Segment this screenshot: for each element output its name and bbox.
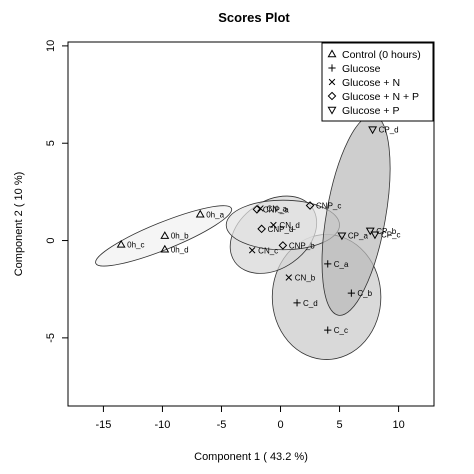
point-label-cp-d: CP_d <box>379 126 399 135</box>
legend-marker-5 <box>327 106 337 115</box>
y-tick-label: 10 <box>45 40 57 52</box>
point-label-0h-a: 0h_a <box>206 210 224 219</box>
x-tick-label: -5 <box>217 419 227 431</box>
point-cnp-d <box>257 224 266 234</box>
point-0h-a <box>195 209 205 218</box>
legend-marker-4 <box>327 91 337 101</box>
legend-label: Glucose + P <box>342 105 400 117</box>
plot-area-border <box>67 41 435 407</box>
point-label-cnp-c: CNP_c <box>316 202 341 211</box>
point-cn-a <box>257 205 264 212</box>
x-tick-label: 5 <box>336 419 342 431</box>
point-cn-c <box>248 247 256 254</box>
y-axis-label: Component 2 ( 10 %) <box>13 172 25 277</box>
point-c-d <box>293 299 301 307</box>
point-c-c <box>324 326 332 334</box>
legend-label: Glucose + N <box>342 77 400 89</box>
point-label-cnp-b: CNP_b <box>289 241 315 250</box>
point-label-c-d: C_d <box>303 299 318 308</box>
axes: -15 -10 -5 0 5 10 -5 0 5 10 <box>45 40 405 431</box>
point-label-cn-b: CN_b <box>295 274 316 283</box>
y-tick-label: 5 <box>45 140 57 146</box>
point-label-0h-c: 0h_c <box>127 240 144 249</box>
point-cp-d <box>368 126 378 135</box>
point-cnp-a <box>252 205 262 214</box>
legend-label: Glucose <box>342 63 381 75</box>
point-c-a <box>324 260 332 268</box>
point-label-cp-a: CP_a <box>348 232 369 241</box>
x-tick-label: 0 <box>277 419 283 431</box>
chart-title: Scores Plot <box>218 10 290 25</box>
point-cn-d <box>270 221 277 229</box>
point-label-0h-b: 0h_b <box>171 232 189 241</box>
y-tick-label: -5 <box>45 333 57 343</box>
point-0h-c <box>116 239 126 248</box>
point-label-c-c: C_c <box>334 326 348 335</box>
legend-marker-1 <box>327 49 337 58</box>
point-label-c-a: C_a <box>334 260 349 269</box>
x-tick-label: -15 <box>95 419 111 431</box>
point-0h-d <box>160 244 170 253</box>
point-cn-b <box>285 274 293 281</box>
point-label-cnp-a: CNP_a <box>263 205 289 214</box>
point-0h-b <box>160 231 170 239</box>
point-cp-c <box>370 231 380 240</box>
point-label-cp-b: CP_b <box>376 227 397 236</box>
x-tick-label: -10 <box>154 419 170 431</box>
point-label-cnp-d: CNP_d <box>268 225 294 234</box>
point-label-0h-d: 0h_d <box>171 245 189 254</box>
point-label-cn-a: CN_a <box>266 204 287 213</box>
legend-box <box>321 42 434 122</box>
legend-marker-3 <box>328 78 336 86</box>
point-cnp-b <box>278 241 288 250</box>
legend-label: Glucose + N + P <box>342 91 419 103</box>
point-label-c-b: C_b <box>357 289 372 298</box>
x-axis-label: Component 1 ( 43.2 %) <box>194 451 308 463</box>
data-points: 0h_a 0h_b 0h_c 0h_d C_a C_b C_c C_d CN_a CN_b CN_c… <box>116 126 401 335</box>
point-cp-a <box>337 232 347 241</box>
x-tick-label: 10 <box>392 419 404 431</box>
point-cnp-c <box>305 201 315 210</box>
point-label-cn-d: CN_d <box>279 221 299 230</box>
point-c-b <box>347 289 355 297</box>
point-label-cp-c: CP_c <box>381 231 401 240</box>
confidence-ellipses <box>95 114 391 360</box>
legend-marker-2 <box>328 64 336 72</box>
y-tick-label: 0 <box>45 237 57 243</box>
point-label-cn-c: CN_c <box>258 246 278 255</box>
ellipse-control-0-hours <box>95 205 233 267</box>
legend-label: Control (0 hours) <box>342 49 421 61</box>
point-cp-b <box>365 227 375 236</box>
legend: Control (0 hours) Glucose Glucose + N Gluco… <box>321 42 434 122</box>
